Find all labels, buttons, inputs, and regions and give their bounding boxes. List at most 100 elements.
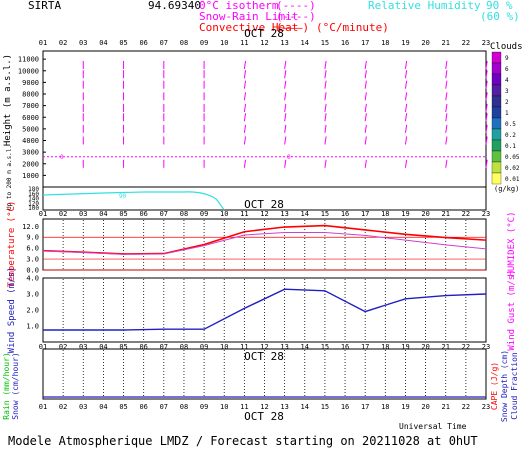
low-hour-tick-22: 22 <box>462 343 470 351</box>
bottom-hour-tick-05: 05 <box>119 403 127 411</box>
wind-arrow <box>404 124 408 133</box>
mid-hour-tick-07: 07 <box>160 210 168 218</box>
upper-y-tick-2000: 2000 <box>22 160 39 168</box>
wind-arrow <box>364 92 367 101</box>
upper-low-tick-140: 140 <box>28 196 39 203</box>
cape-ylabel: CAPE (J/g) <box>490 362 499 410</box>
mid-hour-tick-09: 09 <box>200 210 208 218</box>
cloud-scale-swatch-9 <box>491 51 502 64</box>
low-hour-tick-21: 21 <box>442 343 450 351</box>
humidex-ylabel: HUMIDEX (°C) <box>507 211 517 276</box>
wind-y-tick-1.0: 1.0 <box>26 323 39 331</box>
low-hour-tick-17: 17 <box>361 343 369 351</box>
wind-arrow <box>243 124 247 133</box>
snow-ylabel: Snow (cm/hour) <box>11 352 20 419</box>
bottom-hour-tick-12: 12 <box>260 403 268 411</box>
wind-arrow <box>404 92 408 101</box>
mid-hour-tick-03: 03 <box>79 210 87 218</box>
bottom-hour-tick-04: 04 <box>99 403 107 411</box>
wind-gridlines <box>62 279 467 341</box>
wind-speed-ylabel: Wind Speed (m/s) <box>7 267 17 354</box>
clouds-scale-unit: (g/kg) <box>494 185 519 193</box>
forecast-caption: Modele Atmospherique LMDZ / Forecast sta… <box>8 434 478 448</box>
wind-y-tick-4.0: 4.0 <box>26 275 39 283</box>
low-hour-tick-02: 02 <box>59 343 67 351</box>
low-hour-tick-09: 09 <box>200 343 208 351</box>
low-hour-tick-20: 20 <box>421 343 429 351</box>
cloud-scale-swatch-0.5 <box>491 117 502 130</box>
cloud-scale-swatch-0.02 <box>491 161 502 174</box>
upper-air-ylabel: Height (m a.s.l.) <box>3 54 13 146</box>
station-coords: 94.69340 <box>148 0 201 12</box>
wind-arrow <box>485 124 488 133</box>
top-hour-tick-14: 14 <box>301 39 309 47</box>
temp-y-tick-0.0: 0.0 <box>26 267 39 275</box>
top-hour-tick-10: 10 <box>220 39 228 47</box>
cloud-scale-label-1: 1 <box>505 110 509 117</box>
wind-arrow <box>485 80 488 89</box>
top-hour-tick-07: 07 <box>160 39 168 47</box>
upper-air-y-ticks: 11000 10000 9000 8000 7000 6000 5000 4000 3000 20… <box>18 56 46 180</box>
top-hour-tick-17: 17 <box>361 39 369 47</box>
temp-y-tick-6.0: 6.0 <box>26 245 39 253</box>
top-hour-tick-08: 08 <box>180 39 188 47</box>
bottom-hour-tick-20: 20 <box>421 403 429 411</box>
wind-arrow <box>445 92 448 101</box>
mid-hour-tick-14: 14 <box>301 210 309 218</box>
mid-hour-tick-16: 16 <box>341 210 349 218</box>
bottom-hour-tick-21: 21 <box>442 403 450 411</box>
mid-hour-tick-22: 22 <box>462 210 470 218</box>
wind-arrow <box>324 92 327 101</box>
legend-isotherm-sample: (----) <box>276 0 316 12</box>
temp-y-tick-9.0: 9.0 <box>26 234 39 242</box>
isotherm-tag-left: 0 <box>60 154 64 161</box>
upper-low-tick-180: 180 <box>28 186 39 193</box>
cloud-scale-swatch-0.05 <box>491 150 502 163</box>
wind-arrow <box>445 136 448 145</box>
mid-hour-tick-13: 13 <box>280 210 288 218</box>
wind-arrow <box>364 103 367 113</box>
wind-arrow <box>364 136 367 145</box>
low-hour-tick-07: 07 <box>160 343 168 351</box>
station-name: SIRTA <box>28 0 61 12</box>
temp-y-tick-3.0: 3.0 <box>26 256 39 264</box>
wind-arrow <box>243 70 247 79</box>
cloud-fraction-ylabel: Cloud Fraction <box>510 352 519 420</box>
top-hour-tick-09: 09 <box>200 39 208 47</box>
wind-arrow <box>445 124 448 133</box>
wind-gust-ylabel: Wind Gust (m/s) <box>507 269 517 350</box>
wind-arrow <box>243 136 247 145</box>
top-hour-tick-13: 13 <box>280 39 288 47</box>
upper-y-tick-8000: 8000 <box>22 91 39 99</box>
precip-date-label-bottom: OCT 28 <box>244 410 284 423</box>
wind-arrow <box>445 113 448 122</box>
low-hour-tick-10: 10 <box>220 343 228 351</box>
wind-arrow <box>485 159 488 168</box>
wind-arrow <box>324 124 327 133</box>
wind-arrow <box>243 103 247 113</box>
legend-convective-sample: (———) <box>276 21 309 34</box>
upper-y-tick-6000: 6000 <box>22 114 39 122</box>
wind-y-ticks: 4.0 3.0 2.0 1.0 <box>26 275 39 331</box>
mid-hour-tick-17: 17 <box>361 210 369 218</box>
wind-arrow <box>284 80 287 89</box>
mid-hour-axis: 01 02 03 04 05 06 07 08 09 10 11 12 13 14 15 16 17 18 19 20… <box>39 210 490 218</box>
upper-date-label: OCT 28 <box>244 27 284 40</box>
mid-hour-tick-05: 05 <box>119 210 127 218</box>
top-hour-tick-12: 12 <box>260 39 268 47</box>
top-hour-tick-15: 15 <box>321 39 329 47</box>
top-hour-tick-04: 04 <box>99 39 107 47</box>
wind-arrow <box>324 136 327 145</box>
cloud-scale-label-9: 9 <box>505 55 509 62</box>
wind-arrow <box>445 60 448 70</box>
wind-arrow <box>445 103 448 113</box>
wind-arrow <box>243 92 247 101</box>
wind-arrow <box>284 159 287 168</box>
wind-arrow <box>404 80 408 89</box>
upper-air-frame <box>42 50 487 211</box>
wind-arrow <box>284 113 287 122</box>
low-hour-tick-13: 13 <box>280 343 288 351</box>
precipitation-frame <box>42 348 487 400</box>
